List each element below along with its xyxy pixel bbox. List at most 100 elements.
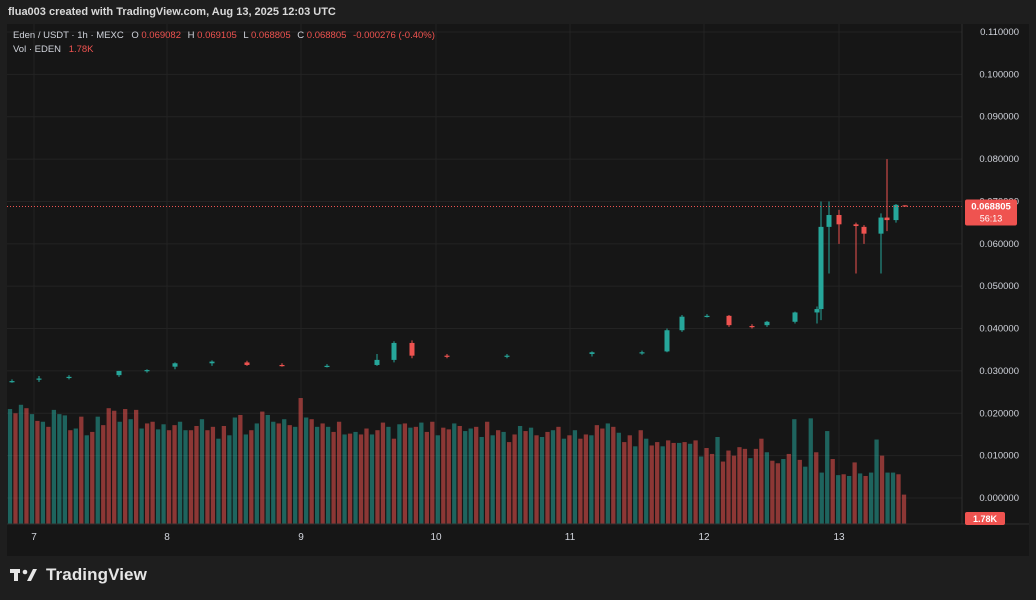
volume-bar	[572, 430, 578, 524]
grid-lines	[7, 24, 962, 524]
time-tick-label: 11	[565, 532, 576, 543]
volume-bar	[117, 421, 122, 524]
candle-body[interactable]	[826, 215, 832, 227]
created-line: flua003 created with TradingView.com, Au…	[8, 6, 336, 18]
price-tick-label: 0.100000	[979, 69, 1019, 80]
candle-body[interactable]	[374, 359, 380, 365]
volume-bar	[501, 431, 506, 524]
volume-bar	[819, 472, 824, 524]
candle-body[interactable]	[902, 205, 908, 207]
candle-body[interactable]	[172, 363, 178, 367]
candle-body[interactable]	[36, 378, 42, 380]
svg-text:Eden / USDT · 1h · MEXC: Eden / USDT · 1h · MEXC O 0.069082 H 0.0…	[13, 30, 435, 41]
volume-bar	[704, 448, 709, 524]
volume-bar	[51, 409, 57, 524]
volume-bar	[238, 414, 243, 524]
candle-body[interactable]	[726, 315, 732, 326]
candle-body[interactable]	[818, 226, 824, 310]
candle-body[interactable]	[853, 224, 859, 227]
volume-bar	[419, 422, 424, 524]
time-tick-label: 7	[31, 532, 37, 543]
candle-body[interactable]	[836, 215, 842, 225]
volume-bar	[424, 431, 429, 524]
volume-bar	[687, 443, 693, 524]
volume-bar	[594, 425, 599, 524]
candle-body[interactable]	[244, 362, 250, 365]
candle-body[interactable]	[639, 352, 645, 354]
volume-bar	[676, 442, 682, 524]
volume-bar	[216, 438, 221, 524]
volume-bar	[188, 430, 194, 524]
volume-bar	[852, 462, 857, 524]
time-tick-label: 10	[430, 532, 442, 543]
candle-body[interactable]	[664, 330, 670, 352]
candle-body[interactable]	[704, 315, 710, 318]
volume-bar	[391, 438, 397, 524]
volume-bar	[194, 425, 199, 524]
volume-bar	[435, 435, 440, 524]
volume-bar	[583, 434, 589, 524]
volume-bar	[885, 472, 890, 524]
volume-bar	[797, 459, 802, 524]
volume-bar	[271, 421, 276, 524]
volume-bar	[413, 426, 419, 524]
candle-body[interactable]	[749, 326, 755, 328]
footer-branding: TradingView	[10, 565, 147, 585]
candle-body[interactable]	[66, 376, 72, 379]
time-tick-label: 13	[833, 532, 845, 543]
volume-bar	[890, 472, 896, 524]
time-tick-label: 12	[698, 532, 710, 543]
volume-bar	[331, 431, 336, 524]
volume-bar	[868, 472, 874, 524]
volume-bar	[468, 428, 473, 524]
candles[interactable]	[9, 159, 908, 383]
price-tick-label: 0.000000	[979, 493, 1019, 504]
candle-body[interactable]	[814, 309, 820, 313]
volume-bar	[737, 447, 742, 524]
price-chart[interactable]: 0.1100000.1000000.0900000.0800000.070000…	[7, 24, 1029, 556]
volume-bar	[353, 431, 358, 524]
candle-body[interactable]	[391, 342, 397, 360]
candle-body[interactable]	[116, 370, 122, 376]
candle-body[interactable]	[764, 321, 770, 326]
candle-body[interactable]	[589, 352, 595, 354]
volume-bar	[457, 425, 462, 524]
candle-body[interactable]	[893, 204, 899, 221]
legend-o-label: O	[131, 30, 138, 41]
volume-bar	[402, 423, 408, 524]
legend-o-value: 0.069082	[141, 30, 181, 41]
volume-bar	[441, 427, 446, 524]
volume-bar	[24, 408, 29, 524]
volume-bar	[227, 435, 232, 524]
candle-body[interactable]	[209, 361, 215, 364]
candle-body[interactable]	[504, 355, 510, 357]
volume-legend-value: 1.78K	[69, 44, 94, 55]
candle-body[interactable]	[878, 217, 884, 234]
candle-body[interactable]	[279, 364, 285, 367]
volume-bar	[589, 435, 594, 524]
time-axis[interactable]: 7 8 9 10 11 12 13	[31, 532, 845, 543]
volume-bar	[243, 434, 248, 524]
volume-bar	[764, 452, 770, 524]
volume-bar	[633, 446, 638, 524]
volume-bar	[528, 427, 534, 524]
candle-body[interactable]	[884, 217, 890, 221]
candle-body[interactable]	[409, 342, 415, 356]
volume-bar	[792, 419, 797, 524]
volume-bar	[638, 430, 643, 524]
candle-body[interactable]	[9, 381, 15, 383]
candle-body[interactable]	[144, 370, 150, 372]
volume-bar	[375, 430, 380, 524]
volume-bar	[644, 438, 649, 524]
candle-body[interactable]	[861, 226, 867, 234]
volume-bar	[731, 455, 737, 524]
volume-bar	[232, 417, 238, 524]
volume-bar	[304, 417, 309, 524]
candle-body[interactable]	[444, 355, 450, 357]
last-price-badge-bg	[965, 199, 1017, 226]
volume-bar	[298, 398, 303, 524]
candle-body[interactable]	[792, 312, 798, 322]
candle-body[interactable]	[679, 316, 685, 331]
candle-body[interactable]	[324, 365, 330, 368]
volume-bar	[265, 414, 270, 524]
